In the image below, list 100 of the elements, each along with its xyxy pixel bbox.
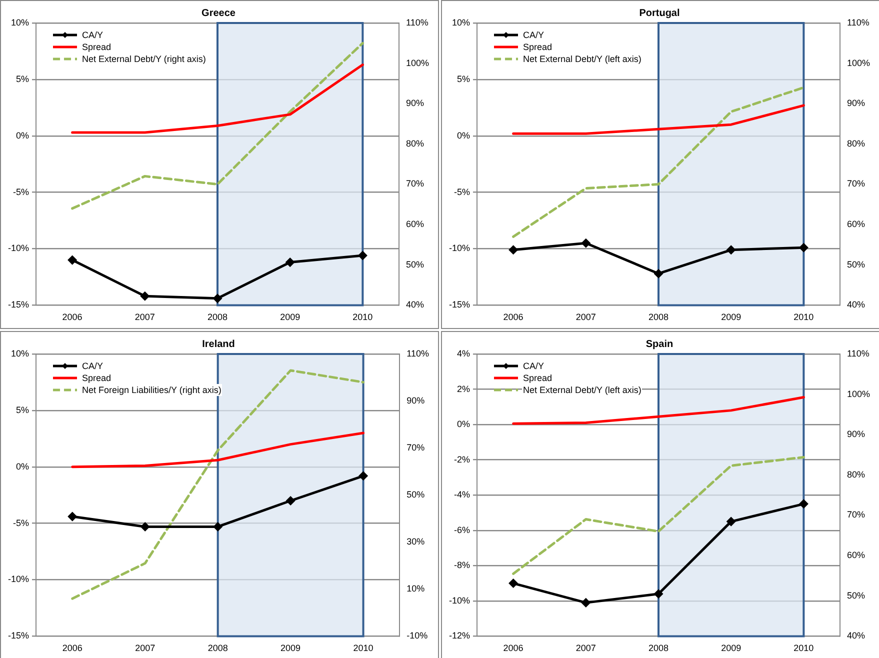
- y2-tick-label: 50%: [846, 590, 865, 600]
- y-tick-label: 5%: [456, 74, 470, 84]
- chart-title: Portugal: [639, 8, 680, 19]
- x-tick-label: 2010: [353, 643, 374, 654]
- y-tick-label: -10%: [448, 243, 470, 254]
- line-series: [71, 369, 365, 600]
- y-tick-label: -15%: [448, 300, 470, 310]
- point: [68, 256, 77, 264]
- x-tick-label: 2010: [794, 643, 814, 654]
- y2-tick-label: 40%: [846, 300, 865, 310]
- y2-tick-label: 100%: [846, 58, 870, 68]
- y-tick-label: -15%: [8, 630, 30, 641]
- y-tick-label: -5%: [12, 518, 30, 528]
- legend-label: CA/Y: [81, 360, 104, 372]
- legend-label: CA/Y: [522, 360, 546, 372]
- y2-tick-label: -10%: [406, 630, 428, 641]
- point: [799, 243, 808, 252]
- y2-tick-label: 100%: [406, 58, 430, 68]
- y-tick-label: -5%: [12, 186, 30, 197]
- y2-tick-label: 60%: [846, 550, 865, 560]
- y2-tick-label: 30%: [406, 536, 425, 547]
- x-tick-label: 2007: [135, 643, 156, 654]
- y2-tick-label: 90%: [406, 396, 425, 406]
- y-tick-label: -8%: [454, 560, 470, 570]
- y2-tick-label: 40%: [406, 300, 424, 310]
- y-tick-label: 10%: [10, 17, 30, 28]
- legend-label: Spread: [81, 41, 112, 53]
- y2-tick-label: 50%: [406, 259, 424, 270]
- y-tick-label: 5%: [16, 74, 30, 84]
- y2-tick-label: 60%: [406, 219, 424, 230]
- y-tick-label: 4%: [456, 348, 470, 358]
- point: [214, 522, 222, 531]
- x-tick-label: 2009: [280, 643, 301, 654]
- point: [726, 517, 736, 526]
- point: [140, 522, 150, 531]
- x-tick-label: 2008: [208, 643, 228, 654]
- y2-tick-label: 90%: [846, 98, 865, 108]
- chart-title: Ireland: [202, 338, 235, 350]
- x-tick-label: 2010: [352, 312, 373, 322]
- y2-tick-label: 80%: [846, 469, 865, 480]
- y2-tick-label: 80%: [846, 138, 865, 148]
- y-tick-label: -15%: [8, 300, 30, 310]
- line-series: [512, 86, 805, 238]
- legend-label: Net Foreign Liabilities/Y (right axis): [81, 384, 222, 396]
- y2-tick-label: 110%: [406, 348, 430, 358]
- x-tick-label: 2008: [648, 312, 669, 322]
- point: [359, 472, 368, 480]
- y2-tick-label: 110%: [846, 348, 870, 358]
- y-tick-label: -4%: [454, 490, 470, 500]
- point: [509, 579, 518, 588]
- y2-tick-label: 90%: [406, 98, 424, 108]
- legend-label: Spread: [522, 372, 554, 384]
- line-series: [512, 456, 805, 575]
- point: [799, 500, 808, 508]
- point: [286, 496, 295, 505]
- point: [582, 598, 590, 607]
- point: [286, 258, 294, 267]
- x-tick-label: 2007: [576, 312, 596, 322]
- point: [213, 294, 222, 303]
- legend-label: Net External Debt/Y (left axis): [522, 53, 642, 65]
- y2-tick-label: 90%: [846, 429, 865, 440]
- x-tick-label: 2006: [62, 643, 82, 654]
- y2-tick-label: 70%: [846, 178, 865, 189]
- y-tick-label: 0%: [456, 130, 470, 140]
- x-tick-label: 2010: [794, 312, 814, 322]
- point: [140, 292, 150, 300]
- point: [654, 269, 663, 278]
- y2-tick-label: 110%: [846, 17, 870, 28]
- y2-tick-label: 100%: [846, 388, 870, 399]
- x-tick-label: 2007: [576, 643, 596, 654]
- y-tick-label: -12%: [448, 630, 470, 641]
- y-tick-label: 10%: [452, 17, 470, 28]
- x-tick-label: 2007: [134, 312, 155, 322]
- y2-tick-label: 70%: [406, 178, 424, 189]
- x-tick-label: 2006: [503, 312, 524, 322]
- x-tick-label: 2006: [503, 643, 524, 654]
- y2-tick-label: 50%: [406, 490, 425, 500]
- y-tick-label: -5%: [454, 186, 470, 197]
- y2-tick-label: 80%: [406, 138, 424, 148]
- y-tick-label: -10%: [8, 243, 30, 254]
- y2-tick-label: 10%: [406, 584, 425, 594]
- y-tick-label: 0%: [16, 461, 30, 472]
- point: [358, 251, 367, 260]
- y2-tick-label: 40%: [846, 630, 865, 641]
- point: [509, 246, 518, 254]
- x-tick-label: 2009: [280, 312, 300, 322]
- x-tick-label: 2008: [207, 312, 228, 322]
- y-tick-label: 5%: [16, 404, 30, 415]
- legend-label: Net External Debt/Y (right axis): [81, 53, 207, 65]
- legend-label: Net External Debt/Y (left axis): [522, 384, 642, 396]
- y2-tick-label: 50%: [846, 259, 865, 270]
- y-tick-label: 2%: [456, 384, 470, 394]
- x-tick-label: 2006: [62, 312, 82, 322]
- y-tick-label: 0%: [456, 419, 470, 430]
- y-tick-label: -2%: [454, 454, 470, 464]
- y-tick-label: 10%: [10, 348, 30, 358]
- y-tick-label: -10%: [448, 595, 470, 606]
- chart-title: Spain: [646, 338, 674, 350]
- x-tick-label: 2008: [648, 643, 669, 654]
- x-tick-label: 2009: [721, 312, 742, 322]
